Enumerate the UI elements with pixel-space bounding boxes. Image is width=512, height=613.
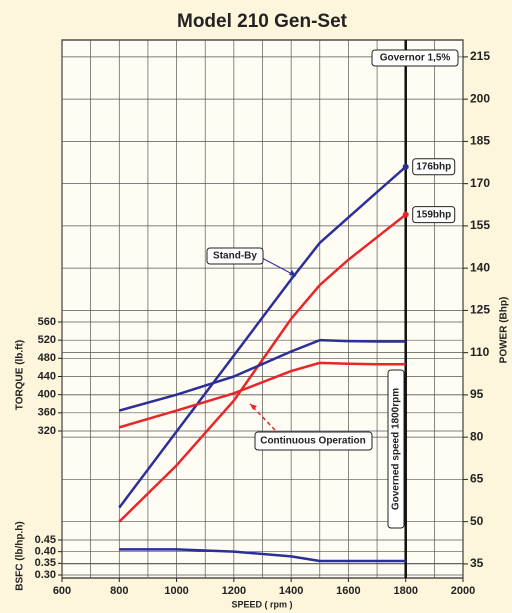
- end-point: [402, 163, 409, 170]
- series-line: [119, 548, 406, 563]
- x-tick-label: 800: [110, 585, 128, 597]
- annotation: Governor 1,5%: [380, 53, 451, 64]
- y2-tick-label: 155: [470, 218, 490, 232]
- data-label: 176bhp: [416, 161, 451, 172]
- x-tick-label: 1800: [393, 585, 417, 597]
- y-tick-label: 0.35: [35, 557, 56, 569]
- x-axis-label: SPEED ( rpm ): [231, 599, 292, 609]
- arrow-head: [289, 270, 296, 276]
- y2-tick-label: 65: [470, 472, 484, 486]
- bsfc-axis-label: BSFC (lb/hp.h): [15, 521, 26, 590]
- end-point: [402, 211, 409, 218]
- annotation: Governed speed 1800rpm: [391, 388, 402, 510]
- annotation: Continuous Operation: [260, 436, 366, 447]
- arrow-head: [250, 404, 257, 410]
- data-label: 159bhp: [416, 209, 451, 220]
- y-axis-label: TORQUE (lb.ft): [15, 340, 26, 410]
- y2-tick-label: 200: [470, 91, 490, 105]
- y2-tick-label: 80: [470, 429, 484, 443]
- y-tick-label: 0.30: [35, 569, 56, 581]
- x-tick-label: 600: [53, 585, 71, 597]
- y2-tick-label: 95: [470, 387, 484, 401]
- y2-tick-label: 185: [470, 134, 490, 148]
- chart-title: Model 210 Gen-Set: [177, 11, 348, 32]
- y2-tick-label: 125: [470, 303, 490, 317]
- y2-tick-label: 140: [470, 260, 490, 274]
- x-tick-label: 1600: [336, 585, 360, 597]
- series-line: [118, 213, 407, 523]
- annotation-box: [206, 247, 264, 265]
- annotation-box: [371, 49, 459, 67]
- y2-tick-label: 215: [470, 49, 490, 63]
- y-tick-label: 320: [38, 425, 56, 437]
- y2-tick-label: 50: [470, 514, 484, 528]
- y-tick-label: 480: [38, 352, 56, 364]
- y2-tick-label: 110: [470, 345, 490, 359]
- annotation-box: [387, 369, 405, 529]
- y-tick-label: 440: [38, 370, 56, 382]
- x-tick-label: 1000: [164, 585, 188, 597]
- y-tick-label: 360: [38, 407, 56, 419]
- y2-tick-label: 35: [470, 556, 484, 570]
- annotation-box: [254, 431, 373, 451]
- x-tick-label: 1400: [279, 585, 303, 597]
- label-box: [412, 206, 456, 224]
- series-line: [118, 165, 407, 509]
- y-tick-label: 0.40: [35, 546, 56, 558]
- y-tick-label: 520: [38, 334, 56, 346]
- y-tick-label: 0.45: [35, 534, 56, 546]
- series-line: [118, 361, 406, 429]
- y-tick-label: 400: [38, 389, 56, 401]
- label-box: [412, 158, 456, 176]
- y2-axis-label: POWER (Bhp): [499, 297, 510, 364]
- annotation: Stand-By: [213, 251, 257, 262]
- x-tick-label: 2000: [451, 585, 475, 597]
- y-tick-label: 560: [38, 316, 56, 328]
- y2-tick-label: 170: [470, 176, 490, 190]
- series-line: [118, 338, 406, 412]
- x-tick-label: 1200: [222, 585, 246, 597]
